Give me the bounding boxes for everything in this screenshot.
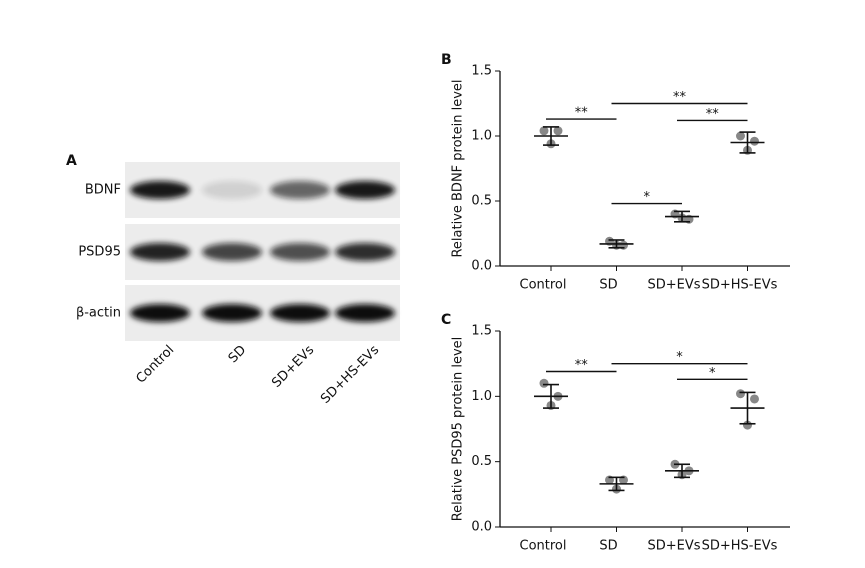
data-point [539, 126, 549, 136]
band [130, 181, 190, 199]
band [270, 243, 330, 261]
y-tick-label: 0.0 [471, 520, 492, 535]
y-tick-label: 0.5 [471, 454, 492, 469]
data-point [750, 394, 759, 404]
band [202, 304, 262, 322]
band [270, 181, 330, 199]
significance-label: * [676, 350, 683, 365]
significance-label: ** [706, 107, 720, 122]
y-tick-label: 1.0 [471, 389, 492, 404]
y-tick-label: 1.0 [471, 129, 492, 144]
y-axis-label: Relative BDNF protein level [451, 79, 466, 257]
data-point [553, 126, 563, 136]
band [270, 304, 330, 322]
lane-label: SD [226, 343, 250, 367]
band [335, 243, 395, 261]
x-tick-label: SD+HS-EVs [702, 278, 778, 293]
significance-label: ** [673, 90, 687, 105]
panel-label: A [66, 153, 77, 169]
band [202, 243, 262, 261]
lane-label: SD+EVs [269, 343, 317, 391]
lane-label: Control [133, 343, 177, 387]
significance-label: ** [575, 358, 589, 373]
significance-label: ** [575, 106, 589, 121]
significance-label: * [709, 366, 716, 381]
data-point [736, 131, 745, 141]
data-point [743, 420, 752, 430]
row-label: PSD95 [78, 245, 121, 260]
band [130, 243, 190, 261]
data-point [750, 136, 759, 146]
y-axis-label: Relative PSD95 protein level [451, 337, 466, 522]
x-tick-label: Control [520, 539, 567, 554]
x-tick-label: SD+EVs [647, 278, 700, 293]
x-tick-label: SD [599, 539, 617, 554]
data-point [736, 389, 745, 399]
y-tick-label: 1.5 [471, 64, 492, 79]
data-point [539, 378, 549, 388]
y-tick-label: 0.5 [471, 194, 492, 209]
x-tick-label: SD [599, 278, 617, 293]
band [202, 181, 262, 199]
x-tick-label: SD+HS-EVs [702, 539, 778, 554]
row-label: BDNF [85, 183, 121, 198]
row-label: β-actin [76, 306, 121, 321]
panel-label: C [441, 312, 451, 328]
band [335, 304, 395, 322]
x-tick-label: Control [520, 278, 567, 293]
panel-label: B [441, 52, 452, 68]
x-tick-label: SD+EVs [647, 539, 700, 554]
lane-label: SD+HS-EVs [318, 343, 382, 407]
band [335, 181, 395, 199]
y-tick-label: 1.5 [471, 324, 492, 339]
significance-label: * [644, 190, 651, 205]
y-tick-label: 0.0 [471, 259, 492, 274]
band [130, 304, 190, 322]
